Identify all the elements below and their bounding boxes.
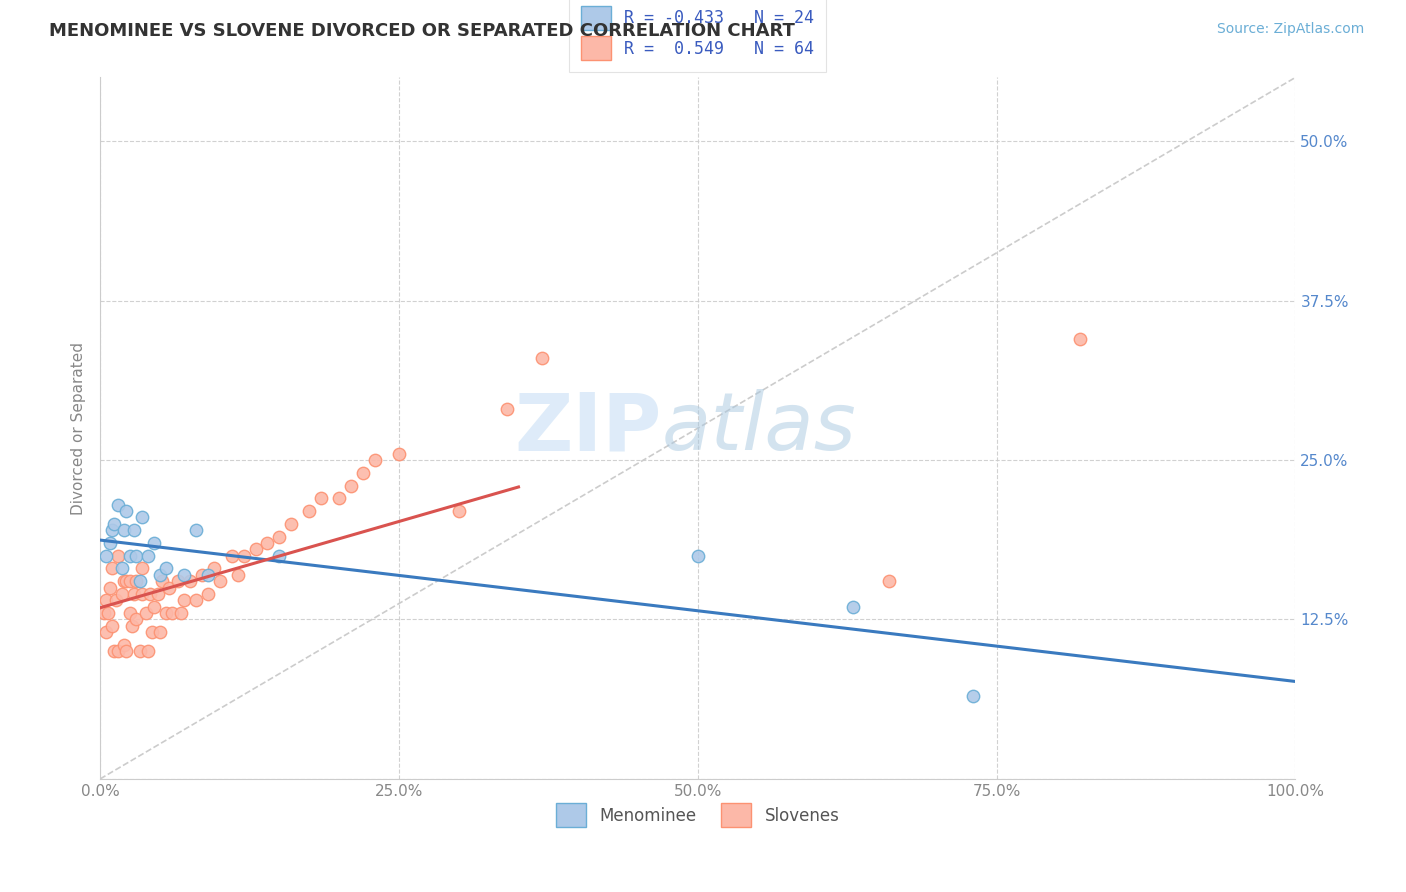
- Point: [298, 504, 321, 518]
- Point: [115, 504, 138, 518]
- Point: [190, 567, 212, 582]
- Point: [118, 606, 141, 620]
- Point: [93, 606, 115, 620]
- Point: [111, 561, 134, 575]
- Point: [101, 619, 124, 633]
- Point: [221, 549, 243, 563]
- Point: [280, 516, 302, 531]
- Point: [202, 561, 225, 575]
- Point: [94, 549, 117, 563]
- Point: [686, 549, 709, 563]
- Point: [197, 567, 219, 582]
- Point: [197, 587, 219, 601]
- Point: [104, 593, 127, 607]
- Point: [142, 599, 165, 614]
- Point: [877, 574, 900, 589]
- Point: [173, 593, 195, 607]
- Point: [150, 574, 173, 589]
- Point: [125, 549, 148, 563]
- Point: [208, 574, 231, 589]
- Point: [118, 549, 141, 563]
- Point: [245, 542, 267, 557]
- Text: atlas: atlas: [662, 389, 856, 467]
- Point: [101, 561, 124, 575]
- Point: [166, 574, 188, 589]
- Point: [328, 491, 350, 506]
- Point: [107, 549, 129, 563]
- Point: [364, 453, 387, 467]
- Y-axis label: Divorced or Separated: Divorced or Separated: [72, 342, 86, 515]
- Point: [495, 402, 517, 417]
- Point: [131, 510, 153, 524]
- Point: [184, 523, 207, 537]
- Point: [141, 625, 163, 640]
- Point: [962, 689, 984, 703]
- Point: [155, 606, 177, 620]
- Point: [118, 574, 141, 589]
- Point: [122, 523, 145, 537]
- Point: [94, 625, 117, 640]
- Point: [101, 523, 124, 537]
- Point: [115, 644, 138, 658]
- Point: [98, 536, 121, 550]
- Point: [1069, 332, 1091, 346]
- Point: [159, 581, 181, 595]
- Point: [179, 574, 201, 589]
- Point: [112, 638, 135, 652]
- Point: [131, 561, 153, 575]
- Point: [531, 351, 554, 365]
- Point: [155, 561, 177, 575]
- Point: [149, 625, 172, 640]
- Text: MENOMINEE VS SLOVENE DIVORCED OR SEPARATED CORRELATION CHART: MENOMINEE VS SLOVENE DIVORCED OR SEPARAT…: [49, 22, 794, 40]
- Point: [135, 606, 157, 620]
- Point: [388, 447, 411, 461]
- Point: [112, 523, 135, 537]
- Point: [232, 549, 254, 563]
- Point: [112, 574, 135, 589]
- Point: [128, 574, 150, 589]
- Point: [94, 593, 117, 607]
- Point: [103, 516, 125, 531]
- Point: [340, 478, 363, 492]
- Point: [125, 574, 148, 589]
- Point: [103, 644, 125, 658]
- Point: [173, 567, 195, 582]
- Point: [136, 644, 159, 658]
- Point: [115, 574, 138, 589]
- Point: [309, 491, 332, 506]
- Point: [121, 619, 143, 633]
- Text: Source: ZipAtlas.com: Source: ZipAtlas.com: [1216, 22, 1364, 37]
- Point: [111, 587, 134, 601]
- Point: [107, 644, 129, 658]
- Point: [136, 549, 159, 563]
- Point: [842, 599, 865, 614]
- Point: [226, 567, 249, 582]
- Point: [269, 530, 291, 544]
- Point: [131, 587, 153, 601]
- Legend: Menominee, Slovenes: Menominee, Slovenes: [550, 797, 846, 834]
- Point: [160, 606, 183, 620]
- Point: [122, 587, 145, 601]
- Point: [146, 587, 169, 601]
- Point: [98, 581, 121, 595]
- Point: [125, 612, 148, 626]
- Point: [256, 536, 278, 550]
- Point: [97, 606, 120, 620]
- Point: [352, 466, 374, 480]
- Point: [269, 549, 291, 563]
- Point: [447, 504, 470, 518]
- Point: [170, 606, 193, 620]
- Point: [142, 536, 165, 550]
- Point: [149, 567, 172, 582]
- Point: [184, 593, 207, 607]
- Text: ZIP: ZIP: [515, 389, 662, 467]
- Point: [107, 498, 129, 512]
- Point: [128, 644, 150, 658]
- Point: [139, 587, 162, 601]
